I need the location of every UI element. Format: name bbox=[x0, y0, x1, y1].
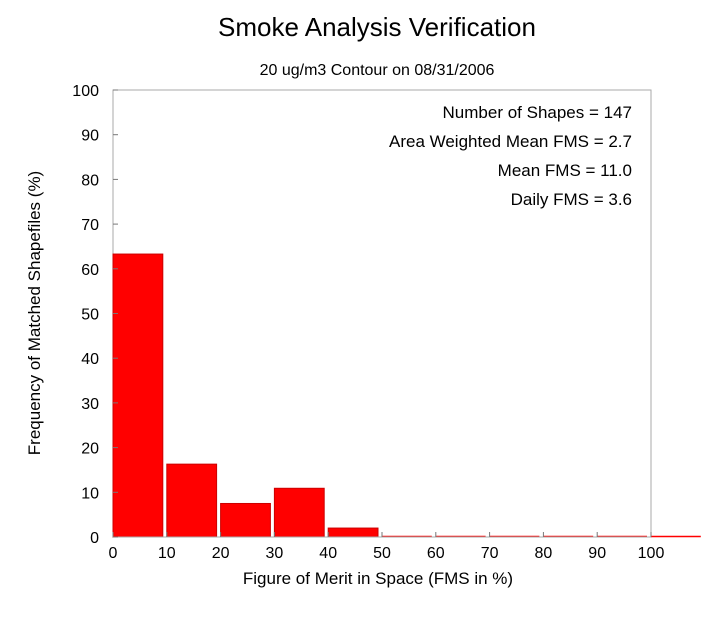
y-tick-label-50: 50 bbox=[81, 307, 99, 324]
y-tick-label-40: 40 bbox=[81, 351, 99, 368]
x-tick-label-10: 10 bbox=[158, 545, 176, 562]
histogram-bar-0-10 bbox=[112, 253, 164, 538]
x-tick-label-100: 100 bbox=[638, 545, 665, 562]
x-tick-label-80: 80 bbox=[535, 545, 553, 562]
x-tick-label-70: 70 bbox=[481, 545, 499, 562]
y-tick-label-30: 30 bbox=[81, 396, 99, 413]
histogram-bar-40-50 bbox=[327, 527, 379, 538]
y-tick-label-10: 10 bbox=[81, 485, 99, 502]
x-tick-label-0: 0 bbox=[109, 545, 118, 562]
y-tick-label-60: 60 bbox=[81, 262, 99, 279]
x-tick-label-90: 90 bbox=[588, 545, 606, 562]
chart-title: Smoke Analysis Verification bbox=[218, 12, 536, 42]
bars-layer bbox=[112, 253, 701, 538]
annotation-3: Mean FMS = 11.0 bbox=[498, 161, 632, 180]
y-tick-label-20: 20 bbox=[81, 441, 99, 458]
x-tick-label-30: 30 bbox=[266, 545, 284, 562]
x-tick-label-50: 50 bbox=[373, 545, 391, 562]
annotation-1: Number of Shapes = 147 bbox=[443, 103, 632, 122]
y-tick-label-90: 90 bbox=[81, 128, 99, 145]
y-tick-label-80: 80 bbox=[81, 172, 99, 189]
ticks-layer: 0 10 20 30 40 50 60 70 80 90 100 0 10 20 30 40 50 60 70 80 9… bbox=[72, 83, 664, 562]
x-tick-label-20: 20 bbox=[212, 545, 230, 562]
annotation-layer: Number of Shapes = 147 Area Weighted Mean… bbox=[389, 103, 632, 209]
y-tick-label-0: 0 bbox=[90, 530, 99, 547]
annotation-2: Area Weighted Mean FMS = 2.7 bbox=[389, 132, 632, 151]
x-axis-label: Figure of Merit in Space (FMS in %) bbox=[243, 569, 513, 588]
histogram-bar-10-20 bbox=[166, 463, 218, 538]
y-axis-label: Frequency of Matched Shapefiles (%) bbox=[25, 171, 44, 455]
x-tick-label-60: 60 bbox=[427, 545, 445, 562]
histogram-bar-30-40 bbox=[273, 487, 325, 538]
y-tick-label-100: 100 bbox=[72, 83, 99, 100]
y-tick-label-70: 70 bbox=[81, 217, 99, 234]
chart-subtitle: 20 ug/m3 Contour on 08/31/2006 bbox=[260, 62, 495, 79]
x-tick-label-40: 40 bbox=[319, 545, 337, 562]
annotation-4: Daily FMS = 3.6 bbox=[511, 190, 632, 209]
histogram-bar-20-30 bbox=[220, 502, 271, 538]
